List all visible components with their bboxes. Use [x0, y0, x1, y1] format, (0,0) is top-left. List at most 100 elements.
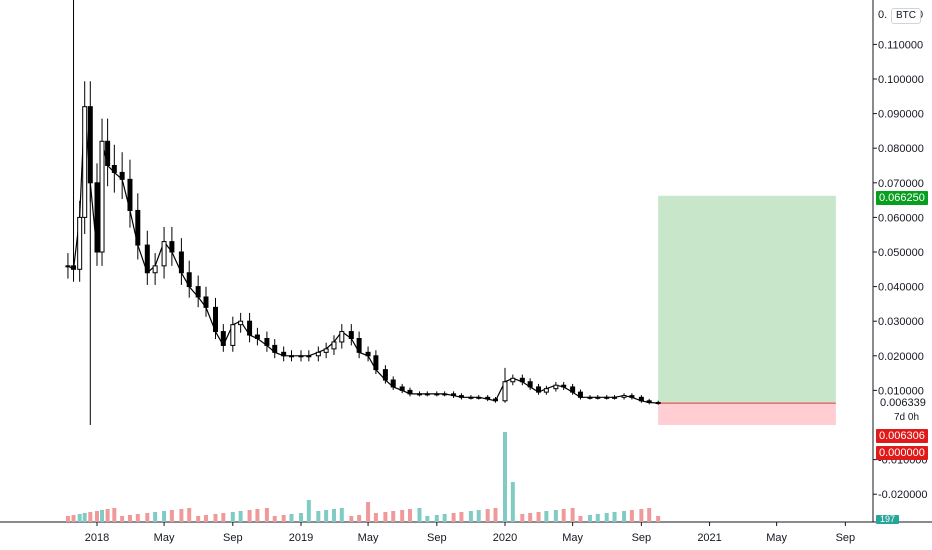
candle-body — [485, 396, 491, 400]
volume-bar — [570, 508, 575, 522]
candle-body — [595, 396, 601, 399]
volume-bar — [407, 509, 412, 522]
x-tick-label: 2019 — [289, 532, 313, 544]
volume-bar — [434, 515, 439, 522]
candle-body — [527, 381, 533, 388]
y-tick-label: 0.010000 — [878, 385, 924, 397]
volume-bar — [88, 512, 93, 522]
loss-zone — [658, 403, 836, 425]
candle-body — [339, 331, 345, 343]
volume-bar — [629, 510, 634, 522]
x-tick-label: Sep — [427, 532, 447, 544]
candle-body — [655, 402, 661, 405]
volume-bar — [604, 513, 609, 522]
candle-body — [186, 272, 192, 288]
volume-bar — [520, 514, 525, 522]
candle-body — [87, 106, 93, 184]
candle-body — [169, 241, 175, 253]
y-tick-label: 0.020000 — [878, 351, 924, 363]
volume-bar — [289, 514, 294, 522]
y-tick-label: 0.040000 — [878, 282, 924, 294]
candle-body — [416, 393, 422, 396]
volume-bar — [561, 509, 566, 522]
candle-body — [65, 265, 71, 268]
candle-body — [288, 355, 294, 358]
candle-body — [424, 393, 430, 396]
volume-bar — [95, 511, 99, 522]
current-price-label: 0.006339 — [880, 397, 926, 409]
volume-bar — [203, 515, 208, 522]
volume-bar — [299, 513, 303, 522]
x-tick-label: May — [358, 532, 379, 544]
y-tick-label: 0.100000 — [878, 74, 924, 86]
candle-body — [323, 348, 329, 353]
candle-body — [382, 369, 388, 381]
candle-body — [178, 251, 184, 274]
volume-bar — [451, 513, 456, 522]
volume-bar — [238, 511, 243, 522]
volume-bar — [272, 516, 277, 522]
candle-body — [94, 182, 100, 253]
volume-bar — [417, 508, 422, 522]
currency-badge[interactable]: BTC — [891, 8, 921, 24]
volume-bar — [187, 508, 192, 522]
volume-bar — [366, 502, 371, 522]
volume-bar — [196, 516, 201, 522]
volume-bar — [383, 512, 388, 522]
candle-body — [442, 393, 448, 396]
volume-bar — [153, 512, 158, 522]
y-tick-label: -0.020000 — [878, 489, 928, 501]
volume-bar — [82, 513, 87, 522]
candle-body — [451, 393, 457, 397]
candle-body — [356, 338, 362, 353]
volume-bar — [476, 510, 481, 522]
candle-body — [315, 351, 321, 357]
x-tick-label: May — [766, 532, 787, 544]
candle-body — [510, 377, 516, 383]
candle-body — [203, 296, 209, 308]
volume-bar — [324, 510, 329, 522]
candle-body — [390, 379, 396, 388]
candle-body — [587, 396, 593, 399]
candle-body — [144, 244, 150, 274]
volume-bar — [247, 510, 252, 522]
volume-bar — [135, 514, 140, 522]
volume-bar — [425, 516, 430, 522]
candle-body — [306, 355, 312, 358]
candle-body — [71, 265, 77, 270]
volume-bar — [553, 510, 558, 522]
y-tick-label: 0.070000 — [878, 178, 924, 190]
candle-body — [331, 341, 337, 350]
volume-bar — [493, 508, 498, 522]
volume-bar — [230, 512, 235, 522]
volume-bar — [221, 513, 226, 522]
volume-bar — [281, 515, 286, 522]
price-line — [67, 106, 659, 404]
candle-body — [434, 393, 440, 396]
candle-body — [264, 338, 270, 346]
volume-bar — [339, 508, 344, 522]
candle-body — [212, 306, 218, 333]
candle-body — [135, 209, 141, 246]
candle-body — [254, 334, 260, 340]
volume-bar — [331, 509, 336, 522]
volume-tag: 197 — [876, 515, 900, 524]
volume-bar — [595, 514, 600, 522]
volume-bar — [528, 513, 533, 522]
volume-bar — [639, 509, 644, 522]
volume-bar — [503, 432, 507, 522]
candle-body — [365, 351, 371, 357]
candle-body — [543, 388, 549, 393]
y-tick-label: 0.090000 — [878, 109, 924, 121]
candle-body — [629, 395, 635, 398]
volume-bar — [316, 511, 321, 522]
candle-body — [604, 396, 610, 399]
candle-body — [553, 384, 559, 390]
volume-bar — [373, 513, 378, 522]
volume-bar — [162, 511, 167, 522]
x-tick-label: May — [562, 532, 583, 544]
candle-body — [111, 165, 117, 173]
candle-body — [502, 381, 508, 402]
volume-bar — [459, 512, 464, 522]
